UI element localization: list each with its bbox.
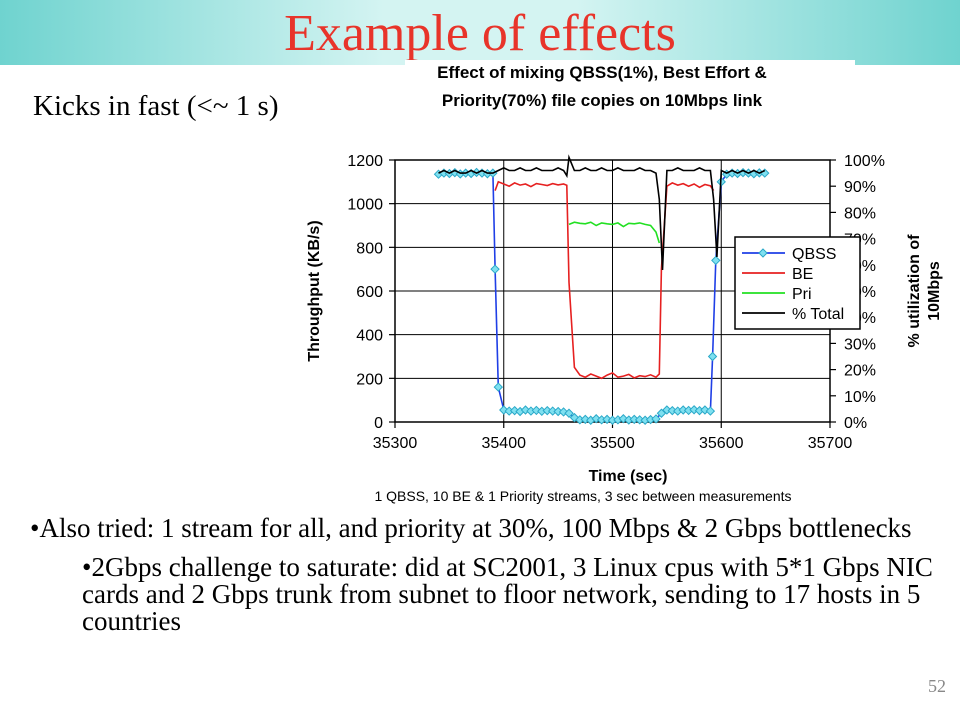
series-line-pri — [568, 221, 661, 244]
y-tick-label: 1000 — [347, 197, 383, 214]
legend-label-qbss: QBSS — [792, 246, 836, 263]
y2-tick-label: 80% — [844, 205, 876, 222]
x-tick-label: 35400 — [482, 435, 527, 452]
y-tick-label: 600 — [356, 284, 383, 301]
slide-title: Example of effects — [284, 5, 676, 62]
y-tick-label: 800 — [356, 240, 383, 257]
series-line-be — [494, 180, 715, 380]
data-point-qbss — [656, 408, 667, 418]
bullet-item: •Also tried: 1 stream for all, and prior… — [30, 513, 912, 543]
slide-subtitle: Kicks in fast (<~ 1 s) — [33, 90, 279, 122]
data-point-qbss — [705, 406, 716, 416]
y2-tick-label: 90% — [844, 179, 876, 196]
data-point-qbss — [711, 255, 721, 266]
chart-legend: QBSS BE Pri % Total — [734, 236, 861, 330]
y2-axis-label-line2: 10Mbps — [926, 261, 943, 321]
title-bar — [0, 0, 960, 65]
series-layer — [433, 154, 770, 425]
y-axis-label: Throughput (KB/s) — [306, 220, 323, 361]
page-number: 52 — [928, 676, 946, 696]
y2-tick-label: 0% — [844, 415, 867, 432]
chart-title-line2: Priority(70%) file copies on 10Mbps link — [442, 91, 763, 110]
throughput-chart: Effect of mixing QBSS(1%), Best Effort &… — [306, 60, 943, 505]
y-tick-label: 0 — [374, 415, 383, 432]
x-axis-label: Time (sec) — [589, 468, 668, 485]
x-axis-ticks: 35300 35400 35500 35600 35700 — [373, 422, 853, 452]
y2-tick-label: 10% — [844, 389, 876, 406]
data-point-qbss — [651, 414, 661, 424]
data-point-qbss — [564, 408, 574, 418]
y2-tick-label: 100% — [844, 153, 885, 170]
data-point-qbss — [490, 264, 500, 274]
legend-marker-qbss — [758, 248, 768, 258]
x-tick-label: 35600 — [699, 435, 744, 452]
chart-caption: 1 QBSS, 10 BE & 1 Priority streams, 3 se… — [374, 488, 791, 504]
y2-tick-label: 20% — [844, 363, 876, 380]
x-tick-label: 35500 — [590, 435, 635, 452]
y2-axis-label-line1: % utilization of — [906, 234, 923, 348]
legend-label-be: BE — [792, 266, 813, 283]
x-tick-label: 35700 — [808, 435, 853, 452]
y-axis-ticks: 0 200 400 600 800 1000 1200 — [347, 153, 395, 432]
x-tick-label: 35300 — [373, 435, 418, 452]
chart-title-line1: Effect of mixing QBSS(1%), Best Effort & — [437, 63, 767, 82]
y-tick-label: 400 — [356, 328, 383, 345]
y-tick-label: 200 — [356, 371, 383, 388]
bullet-list: •Also tried: 1 stream for all, and prior… — [30, 508, 940, 635]
y-tick-label: 1200 — [347, 153, 383, 170]
data-point-qbss — [662, 405, 672, 415]
sub-bullet-item: •2Gbps challenge to saturate: did at SC2… — [82, 552, 933, 636]
legend-label-pri: Pri — [792, 286, 812, 303]
legend-label-total: % Total — [792, 306, 844, 323]
data-point-qbss — [493, 382, 504, 392]
y2-tick-label: 30% — [844, 336, 876, 353]
data-point-qbss — [707, 351, 718, 362]
series-line-total — [438, 154, 766, 271]
